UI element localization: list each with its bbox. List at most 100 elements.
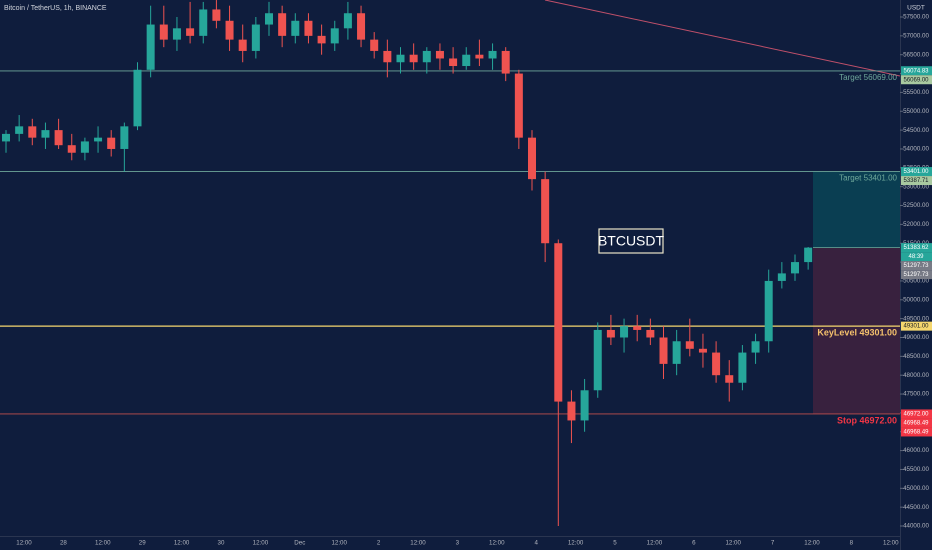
candle-body [646,329,655,338]
y-tick-label: 54500.00 [903,127,929,134]
candle-body [212,9,221,21]
candle-body [488,50,497,59]
price-badge-label: 46972.00 [903,412,929,418]
x-tick-label: 3 [456,540,460,547]
candle-body [2,133,10,142]
y-tick-label: 55500.00 [903,89,929,96]
price-badge-label: 49301.00 [903,324,929,330]
candle-body [804,247,813,263]
price-badge-label: 46968.49 [903,430,929,436]
candle-body [94,137,103,142]
x-tick-label: 8 [850,540,854,547]
x-tick-label: 12:00 [804,540,820,547]
y-tick-label: 45000.00 [903,485,929,492]
candle-body [449,58,458,67]
candle-body [409,54,418,63]
level-label: KeyLevel 49301.00 [817,328,897,338]
y-tick-label: 47500.00 [903,391,929,398]
y-tick-label: 48500.00 [903,353,929,360]
x-tick-label: 12:00 [647,540,663,547]
candle-body [659,337,668,364]
price-badge [901,409,932,419]
y-tick-label: 50000.00 [903,296,929,303]
price-badge-label: 56074.83 [903,68,929,74]
y-tick-label: 52000.00 [903,221,929,228]
symbol-text: BTCUSDT [598,233,665,249]
axis-unit: USDT [907,5,925,12]
y-tick-label: 46000.00 [903,447,929,454]
price-badge [901,270,932,280]
candle-body [777,273,786,281]
x-tick-label: 2 [377,540,381,547]
candle-body [330,28,339,44]
x-tick-label: 12:00 [883,540,899,547]
candle-body [278,13,287,36]
y-tick-label: 57000.00 [903,32,929,39]
x-tick-label: Dec [294,540,305,547]
y-tick-label: 56500.00 [903,51,929,58]
y-tick-label: 52500.00 [903,202,929,209]
x-tick-label: 7 [771,540,775,547]
price-badge [901,75,932,85]
candle-body [251,24,260,51]
y-tick-label: 48000.00 [903,372,929,379]
y-tick-label: 55000.00 [903,108,929,115]
candle-body [751,341,760,353]
price-badge [901,66,932,76]
x-tick-label: 12:00 [489,540,505,547]
x-tick-label: 12:00 [95,540,111,547]
x-tick-label: 29 [139,540,146,547]
candle-body [317,35,326,44]
candle-body [199,9,208,36]
candle-body [80,141,89,153]
position-loss [813,247,900,414]
price-badge [901,176,932,186]
candle-body [462,54,471,67]
x-tick-label: 12:00 [253,540,269,547]
x-tick-label: 12:00 [331,540,347,547]
x-tick-label: 30 [218,540,225,547]
position-profit [813,171,900,248]
candle-body [186,28,195,36]
candle-body [541,179,550,244]
y-tick-label: 54000.00 [903,146,929,153]
price-badge [901,167,932,177]
trend-line [544,0,901,77]
candle-body [593,329,602,391]
candle-body [396,54,405,63]
level-label: Stop 46972.00 [837,415,897,425]
x-tick-label: 12:00 [174,540,190,547]
candle-body [475,54,484,59]
candle-body [620,326,629,338]
candle-body [712,352,721,376]
candle-body [133,69,142,127]
candle-body [225,20,234,40]
price-badge [901,321,932,331]
candle-body [383,50,392,63]
candle-body [738,352,747,383]
candle-body [685,341,694,349]
x-tick-label: 12:00 [568,540,584,547]
candle-body [501,50,510,74]
y-tick-label: 45500.00 [903,466,929,473]
x-tick-label: 12:00 [16,540,32,547]
candle-body [357,13,366,40]
price-badge-label: 51383.62 [903,245,929,251]
candle-body [238,39,247,51]
price-badge-label: 51297.73 [903,272,929,278]
candle-body [54,130,63,146]
candle-body [554,243,563,402]
x-tick-label: 12:00 [410,540,426,547]
candle-body [435,50,444,59]
candle-body [41,130,50,138]
candle-body [725,375,734,383]
candle-body [265,13,273,25]
chart-title: Bitcoin / TetherUS, 1h, BINANCE [4,5,107,12]
y-tick-label: 53000.00 [903,183,929,190]
level-label: Target 53401.00 [839,174,897,183]
price-badge-label: 56069.00 [903,77,929,83]
candle-body [15,126,24,134]
candle-body [567,401,576,421]
